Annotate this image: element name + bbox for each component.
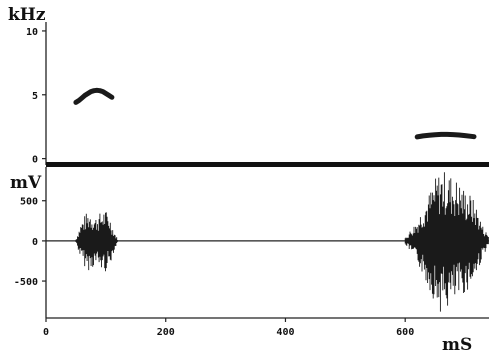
panel-divider (46, 162, 489, 167)
waveform-trace-group (75, 172, 489, 312)
time-axis-label: mS (442, 335, 472, 355)
frequency-tick-label: 5 (32, 91, 38, 102)
frequency-trace-group (73, 87, 477, 140)
frequency-tick-group: 10 5 0 (26, 27, 46, 166)
frequency-panel: kHz 10 5 0 (8, 5, 477, 166)
time-tick-label: 400 (276, 327, 294, 338)
time-tick-label: 0 (43, 327, 49, 338)
waveform-panel: mV 500 0 -500 0 200 400 600 mS (10, 167, 489, 355)
amplitude-tick-label: -500 (14, 277, 38, 288)
frequency-trace-1 (73, 87, 115, 105)
frequency-tick-label: 10 (26, 27, 38, 38)
frequency-unit-label: kHz (8, 5, 46, 25)
time-tick-label: 200 (157, 327, 175, 338)
frequency-tick-label: 0 (32, 155, 38, 166)
waveform-burst-1 (75, 212, 118, 272)
waveform-burst-2 (404, 172, 489, 312)
amplitude-tick-group: 500 0 -500 (14, 197, 46, 288)
frequency-trace-2 (414, 131, 477, 140)
time-tick-label: 600 (396, 327, 414, 338)
amplitude-tick-label: 500 (20, 197, 38, 208)
amplitude-unit-label: mV (10, 173, 42, 193)
amplitude-tick-label: 0 (32, 237, 38, 248)
time-tick-group: 0 200 400 600 (43, 318, 414, 338)
